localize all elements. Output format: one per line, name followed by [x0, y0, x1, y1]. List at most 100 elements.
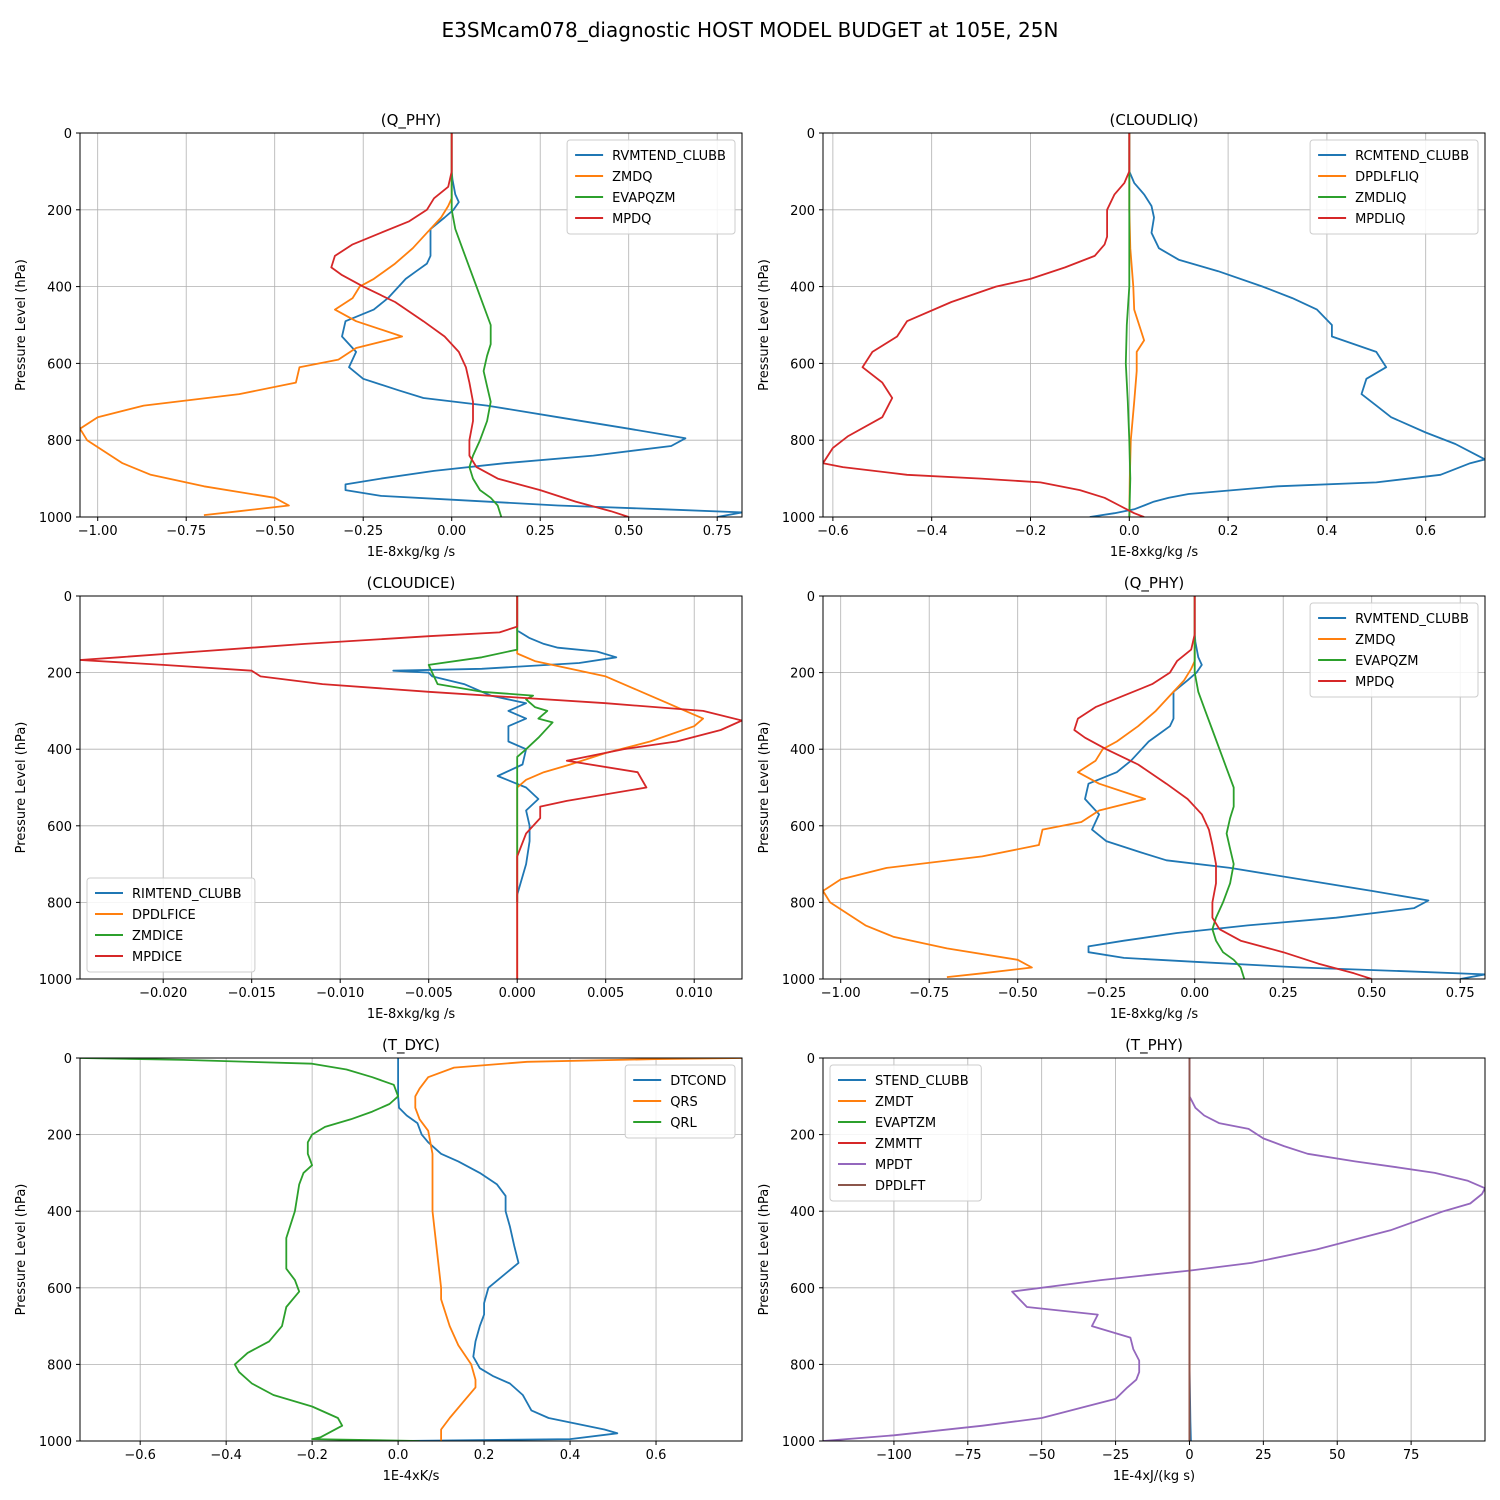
x-tick-label: 0.0	[1119, 524, 1140, 539]
x-tick-label: −0.4	[916, 524, 948, 539]
x-tick-label: 0.2	[1218, 524, 1239, 539]
x-tick-label: −0.4	[210, 1448, 242, 1463]
y-tick-label: 600	[790, 357, 815, 372]
x-tick-label: 0.0	[388, 1448, 409, 1463]
y-axis-label: Pressure Level (hPa)	[14, 722, 29, 854]
legend: RCMTEND_CLUBB DPDLFLIQ ZMDLIQ MPDLIQ	[1309, 139, 1479, 235]
y-tick-label: 400	[47, 281, 72, 296]
x-tick-label: 0.6	[646, 1448, 667, 1463]
x-tick-label: 0.6	[1415, 524, 1436, 539]
y-tick-label: 800	[790, 896, 815, 911]
y-tick-label: 0	[64, 590, 72, 605]
legend-label: MPDQ	[612, 212, 651, 227]
chart-title: (Q_PHY)	[1124, 574, 1185, 593]
plot-frame	[822, 595, 1486, 980]
chart-title: (CLOUDICE)	[367, 574, 456, 592]
x-tick-label: −0.75	[909, 986, 949, 1001]
y-tick-label: 600	[47, 820, 72, 835]
y-tick-label: 0	[807, 590, 815, 605]
legend-label: ZMMTT	[875, 1137, 922, 1152]
legend-label: RVMTEND_CLUBB	[612, 149, 726, 164]
x-tick-label: 75	[1403, 1448, 1420, 1463]
y-tick-label: 600	[47, 357, 72, 372]
y-tick-label: 800	[47, 1358, 72, 1373]
x-tick-label: 0.4	[560, 1448, 581, 1463]
x-tick-label: −0.020	[139, 986, 187, 1001]
chart-panel-6: −100 −75 −50 −25 0 25 50 75 0 200 400 600 800 1000 (T_…	[757, 1036, 1486, 1484]
legend-label: ZMDICE	[132, 929, 183, 944]
x-tick-label: −1.00	[821, 986, 861, 1001]
y-tick-label: 1000	[39, 1435, 72, 1450]
y-tick-label: 1000	[39, 511, 72, 526]
plot-frame	[79, 132, 743, 518]
series-line-zmdice	[427, 596, 554, 903]
chart-title: (T_DYC)	[382, 1036, 440, 1055]
legend-box	[1309, 602, 1479, 698]
y-tick-label: 800	[47, 896, 72, 911]
x-axis-label: 1E-8xkg/kg /s	[367, 1007, 456, 1022]
x-tick-label: 0.4	[1317, 524, 1338, 539]
legend-label: ZMDQ	[612, 170, 652, 185]
legend: RVMTEND_CLUBB ZMDQ EVAPQZM MPDQ	[566, 139, 736, 235]
x-tick-label: 0.25	[526, 524, 555, 539]
legend-label: RCMTEND_CLUBB	[1355, 149, 1469, 164]
x-tick-label: 50	[1329, 1448, 1346, 1463]
legend-label: RIMTEND_CLUBB	[132, 887, 242, 902]
series-line-mpdice	[80, 596, 742, 979]
legend-label: MPDLIQ	[1355, 212, 1405, 227]
chart-panel-3: −0.020 −0.015 −0.010 −0.005 0.000 0.005 0.010 0…	[14, 574, 743, 1022]
x-tick-label: 0.005	[587, 986, 624, 1001]
x-tick-label: −100	[876, 1448, 912, 1463]
series-line-mpdq	[1073, 596, 1372, 979]
x-tick-label: −25	[1102, 1448, 1129, 1463]
y-axis-label: Pressure Level (hPa)	[757, 722, 772, 854]
legend-label: ZMDQ	[1355, 633, 1395, 648]
x-tick-label: −0.50	[255, 524, 295, 539]
y-tick-label: 200	[47, 667, 72, 682]
legend-box	[624, 1064, 736, 1139]
y-axis-label: Pressure Level (hPa)	[757, 1184, 772, 1316]
y-tick-label: 600	[790, 1282, 815, 1297]
x-tick-label: −0.2	[1015, 524, 1047, 539]
y-tick-label: 200	[790, 667, 815, 682]
x-tick-label: −0.25	[343, 524, 383, 539]
legend: RIMTEND_CLUBB DPDLFICE ZMDICE MPDICE	[86, 877, 256, 973]
legend-box	[829, 1064, 982, 1202]
series-line-evapqzm	[450, 133, 503, 517]
legend-label: DPDLFLIQ	[1355, 170, 1419, 185]
legend-box	[566, 139, 736, 235]
chart-panel-4: −1.00 −0.75 −0.50 −0.25 0.00 0.25 0.50 0.75 0 200…	[757, 574, 1486, 1022]
chart-title: (Q_PHY)	[381, 111, 442, 130]
legend-label: EVAPQZM	[612, 191, 675, 206]
y-tick-label: 600	[47, 1282, 72, 1297]
y-tick-label: 200	[790, 1129, 815, 1144]
y-tick-label: 400	[47, 743, 72, 758]
x-tick-label: 0.010	[676, 986, 713, 1001]
legend-label: EVAPTZM	[875, 1116, 936, 1131]
legend-label: STEND_CLUBB	[875, 1074, 969, 1089]
x-axis-label: 1E-8xkg/kg /s	[1110, 1007, 1199, 1022]
legend-label: QRL	[670, 1116, 697, 1131]
x-tick-label: −0.25	[1086, 986, 1126, 1001]
series-line-zmdliq	[1124, 133, 1132, 517]
series-line-zmdq	[823, 596, 1196, 978]
legend: STEND_CLUBB ZMDT EVAPTZM ZMMTT MPDT DPDLFT	[829, 1064, 982, 1202]
series-line-mpdq	[330, 133, 629, 517]
y-tick-label: 800	[790, 434, 815, 449]
x-tick-label: 0.75	[1446, 986, 1475, 1001]
x-axis-label: 1E-4xK/s	[383, 1469, 440, 1484]
series-line-mpdt	[823, 1058, 1485, 1441]
x-tick-label: −0.6	[124, 1448, 156, 1463]
x-tick-label: −0.015	[228, 986, 276, 1001]
series-line-rimtend-clubb	[392, 596, 618, 903]
legend-label: ZMDLIQ	[1355, 191, 1406, 206]
chart-title: (T_PHY)	[1125, 1036, 1183, 1055]
y-axis-label: Pressure Level (hPa)	[14, 259, 29, 391]
y-tick-label: 800	[47, 434, 72, 449]
x-axis-label: 1E-4xJ/(kg s)	[1113, 1469, 1195, 1484]
series-line-dtcond	[397, 1058, 619, 1441]
legend-label: ZMDT	[875, 1095, 913, 1110]
x-tick-label: −75	[954, 1448, 981, 1463]
x-tick-label: −0.005	[405, 986, 453, 1001]
x-tick-label: 0.000	[499, 986, 536, 1001]
